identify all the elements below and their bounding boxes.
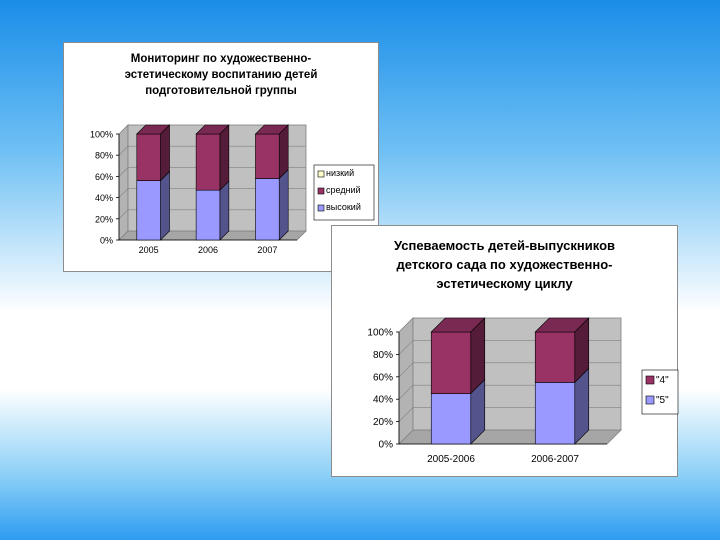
x-tick-label: 2005-2006 xyxy=(427,454,475,465)
legend-swatch xyxy=(317,204,325,212)
bar-side xyxy=(160,124,170,182)
bar-segment xyxy=(255,133,280,179)
legend-swatch xyxy=(645,395,655,405)
y-tick-label: 40% xyxy=(373,395,393,406)
bar-side xyxy=(219,180,230,241)
x-tick-label: 2006-2007 xyxy=(531,454,579,465)
chart-title: Мониторинг по художественно- эстетическо… xyxy=(124,53,318,97)
y-tick-label: 0% xyxy=(379,440,394,451)
legend-swatch xyxy=(317,187,325,195)
legend-swatch xyxy=(317,170,325,178)
y-tick-label: 80% xyxy=(95,151,113,161)
legend-swatch xyxy=(645,375,655,385)
stacked-bar-chart: 100% 80% 60% 40% 20% 0% 2005-2006 2006-2007 "4" "… xyxy=(367,317,679,465)
y-tick-label: 100% xyxy=(90,130,113,140)
y-tick-label: 20% xyxy=(95,214,113,224)
chart-side-wall xyxy=(398,317,414,445)
bar-top xyxy=(195,124,230,135)
bar-segment xyxy=(195,133,221,191)
gridline xyxy=(118,145,306,156)
y-tick-label: 80% xyxy=(373,350,393,361)
legend-label: "4" xyxy=(656,375,669,386)
y-tick-label: 0% xyxy=(100,236,113,246)
bar-top xyxy=(534,317,590,333)
y-tick-label: 60% xyxy=(373,372,393,383)
legend-label: "5" xyxy=(656,395,669,406)
stacked-bar-chart: 100% 80% 60% 40% 20% 0% 2005 2006 2007 низкий сред… xyxy=(90,124,375,255)
bar-segment xyxy=(136,133,161,181)
chart-panel-performance: Успеваемость детей-выпускников детского … xyxy=(331,225,679,477)
x-tick-label: 2007 xyxy=(257,245,277,255)
bar-side xyxy=(160,170,170,241)
gridline xyxy=(118,188,306,198)
bar-top xyxy=(254,124,289,135)
bar-side xyxy=(278,168,289,241)
legend-label: средний xyxy=(326,185,361,195)
bar-segment xyxy=(195,189,221,241)
x-tick-label: 2005 xyxy=(139,245,159,255)
bar-segment xyxy=(534,382,576,445)
bar-segment xyxy=(136,180,161,241)
bar-segment xyxy=(534,331,576,383)
chart-side-wall xyxy=(118,124,129,241)
bar-side xyxy=(219,124,230,191)
x-tick-label: 2006 xyxy=(198,245,218,255)
legend-label: низкий xyxy=(326,168,354,178)
bar-segment xyxy=(430,393,472,445)
chart-title: Успеваемость детей-выпускников детского … xyxy=(393,238,616,291)
gridline xyxy=(118,167,306,177)
y-tick-label: 60% xyxy=(95,172,113,182)
y-tick-label: 40% xyxy=(95,193,113,203)
bar-top xyxy=(136,124,171,135)
chart-panel-monitoring: Мониторинг по художественно- эстетическо… xyxy=(63,42,379,272)
bar-top xyxy=(430,317,486,333)
legend-label: высокий xyxy=(326,202,361,212)
y-tick-label: 100% xyxy=(367,328,393,339)
bar-segment xyxy=(430,331,472,394)
bar-segment xyxy=(255,178,280,241)
gridline xyxy=(118,209,306,220)
y-tick-label: 20% xyxy=(373,417,393,428)
